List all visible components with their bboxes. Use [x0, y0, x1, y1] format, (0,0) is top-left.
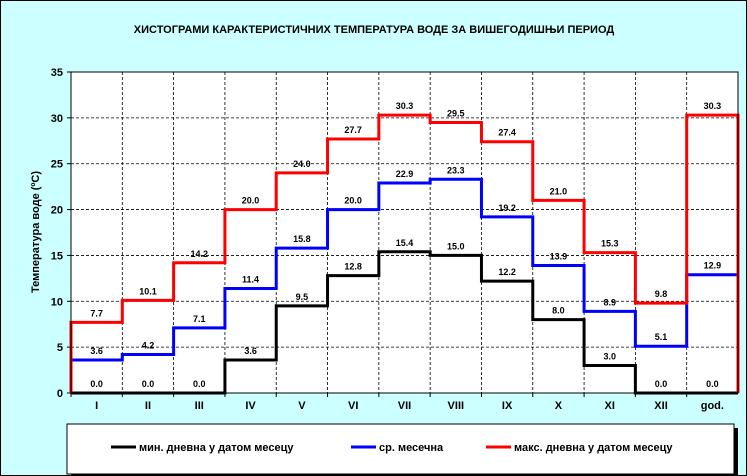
y-tick-label: 0: [57, 388, 63, 400]
y-tick-label: 5: [57, 342, 63, 354]
data-label: 3.6: [90, 346, 103, 356]
x-tick-label: XII: [654, 400, 667, 412]
data-label: 7.1: [193, 314, 206, 324]
x-tick-label: IX: [502, 400, 513, 412]
data-label: 12.2: [498, 267, 516, 277]
legend-label: мин. дневна у датом месецу: [139, 442, 294, 454]
data-label: 9.8: [655, 289, 668, 299]
chart-title: ХИСТОГРАМИ КАРАКТЕРИСТИЧНИХ ТЕМПЕРАТУРА …: [134, 24, 615, 36]
x-tick-label: II: [145, 400, 151, 412]
x-tick-label: XI: [605, 400, 615, 412]
x-tick-label: X: [555, 400, 563, 412]
data-label: 10.1: [139, 286, 157, 296]
data-label: 0.0: [193, 379, 206, 389]
y-tick-label: 15: [51, 250, 63, 262]
x-tick-label: VIII: [448, 400, 465, 412]
data-label: 3.0: [603, 351, 616, 361]
data-label: 15.3: [601, 239, 619, 249]
data-label: 30.3: [396, 101, 414, 111]
data-label: 0.0: [706, 379, 719, 389]
x-tick-label: VI: [348, 400, 358, 412]
series-line-1: [69, 177, 740, 393]
data-label: 7.7: [90, 308, 103, 318]
x-tick-label: V: [298, 400, 306, 412]
data-label: 27.7: [344, 125, 362, 135]
data-label: 3.6: [244, 346, 257, 356]
x-tick-label: VII: [398, 400, 411, 412]
data-label: 27.4: [498, 128, 516, 138]
data-label: 20.0: [344, 196, 362, 206]
legend-label: ср. месечна: [379, 442, 444, 454]
data-label: 12.9: [704, 261, 722, 271]
data-label: 12.8: [344, 262, 362, 272]
data-label: 22.9: [396, 169, 414, 179]
data-label: 15.4: [396, 238, 414, 248]
data-label: 23.3: [447, 165, 465, 175]
series-line-2: [69, 113, 740, 393]
y-tick-label: 20: [51, 205, 63, 217]
data-label: 13.9: [550, 252, 568, 262]
y-tick-label: 35: [51, 67, 63, 79]
x-tick-label: IV: [245, 400, 256, 412]
data-label: 21.0: [550, 186, 568, 196]
data-label: 20.0: [242, 196, 260, 206]
series-line-0: [71, 250, 738, 395]
data-label: 30.3: [704, 101, 722, 111]
data-label: 0.0: [90, 379, 103, 389]
y-axis-label: Температура воде (ºC): [30, 171, 42, 293]
plot-area: [71, 72, 738, 393]
y-tick-label: 10: [51, 296, 63, 308]
data-label: 15.0: [447, 241, 465, 251]
data-label: 5.1: [655, 332, 668, 342]
x-tick-label: I: [95, 400, 98, 412]
data-label: 14.2: [191, 249, 209, 259]
data-label: 29.5: [447, 108, 465, 118]
legend-label: макс. дневна у датом месецу: [514, 442, 673, 454]
data-label: 19.2: [498, 203, 516, 213]
legend: мин. дневна у датом месецу ср. месечна мак…: [66, 423, 738, 475]
x-tick-label: god.: [701, 400, 724, 412]
data-label: 11.4: [242, 274, 259, 284]
data-label: 15.8: [293, 234, 311, 244]
y-tick-label: 25: [51, 159, 63, 171]
data-label: 24.0: [293, 159, 311, 169]
data-label: 0.0: [655, 379, 668, 389]
data-label: 0.0: [142, 379, 155, 389]
x-tick-label: III: [195, 400, 204, 412]
data-label: 8.0: [552, 306, 565, 316]
data-label: 8.9: [603, 297, 616, 307]
y-tick-label: 30: [51, 113, 63, 125]
data-label: 4.2: [142, 340, 155, 350]
data-label: 9.5: [296, 292, 309, 302]
